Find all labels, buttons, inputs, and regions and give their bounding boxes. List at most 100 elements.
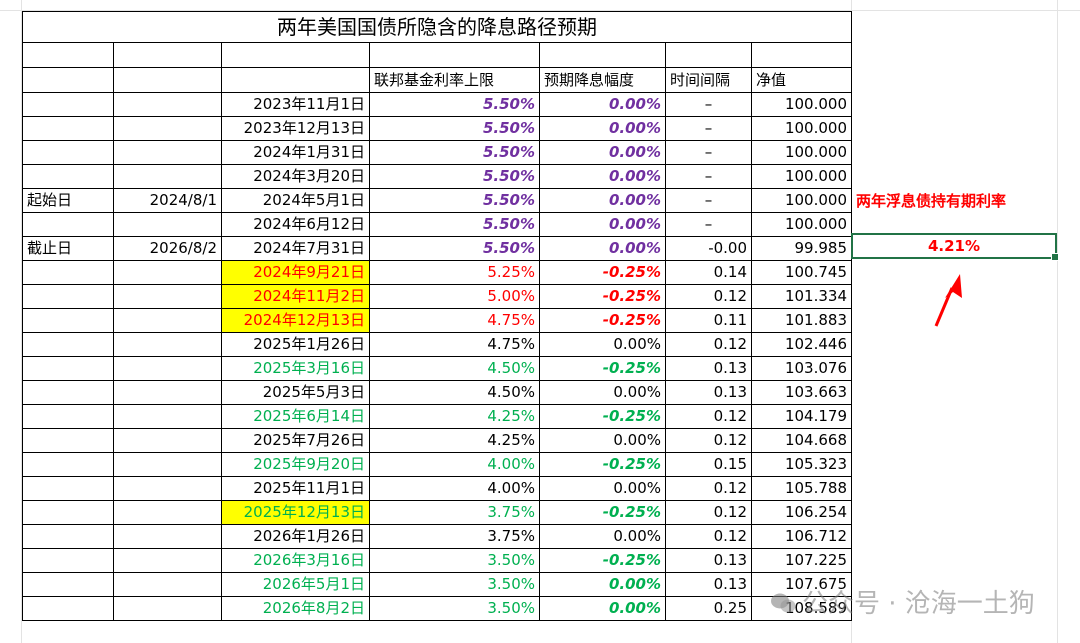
row-interval-cell[interactable]: 0.12 (665, 404, 752, 429)
row-rate-cell[interactable]: 5.25% (369, 260, 540, 285)
row-date-cell[interactable]: 2025年3月16日 (221, 356, 370, 381)
row-interval-cell[interactable]: 0.12 (665, 476, 752, 501)
row-interval-cell[interactable]: – (665, 212, 752, 237)
row-ref-date-cell[interactable] (113, 116, 222, 141)
row-cut-cell[interactable]: 0.00% (539, 332, 666, 357)
empty-cell[interactable] (22, 42, 114, 68)
row-date-cell[interactable]: 2024年9月21日 (221, 260, 370, 285)
row-interval-cell[interactable]: – (665, 116, 752, 141)
row-cut-cell[interactable]: -0.25% (539, 308, 666, 333)
row-cut-cell[interactable]: 0.00% (539, 140, 666, 165)
empty-cell[interactable] (369, 42, 540, 68)
selected-rate-cell[interactable]: 4.21% (851, 233, 1059, 261)
row-cut-cell[interactable]: -0.25% (539, 404, 666, 429)
row-label-cell[interactable] (22, 476, 114, 501)
row-date-cell[interactable]: 2025年9月20日 (221, 452, 370, 477)
row-ref-date-cell[interactable] (113, 452, 222, 477)
row-cut-cell[interactable]: 0.00% (539, 116, 666, 141)
row-interval-cell[interactable]: 0.12 (665, 524, 752, 549)
row-ref-date-cell[interactable] (113, 476, 222, 501)
row-label-cell[interactable] (22, 116, 114, 141)
row-label-cell[interactable] (22, 356, 114, 381)
row-nav-cell[interactable]: 100.000 (751, 92, 852, 117)
row-nav-cell[interactable]: 106.712 (751, 524, 852, 549)
row-date-cell[interactable]: 2023年11月1日 (221, 92, 370, 117)
row-date-cell[interactable]: 2026年1月26日 (221, 524, 370, 549)
row-ref-date-cell[interactable] (113, 356, 222, 381)
row-date-cell[interactable]: 2025年1月26日 (221, 332, 370, 357)
row-date-cell[interactable]: 2025年6月14日 (221, 404, 370, 429)
empty-cell[interactable] (22, 67, 114, 93)
row-label-cell[interactable] (22, 404, 114, 429)
row-label-cell[interactable] (22, 500, 114, 525)
row-interval-cell[interactable]: -0.00 (665, 236, 752, 261)
row-ref-date-cell[interactable] (113, 380, 222, 405)
header-interval[interactable]: 时间间隔 (665, 67, 752, 93)
row-label-cell[interactable]: 截止日 (22, 236, 114, 261)
row-label-cell[interactable] (22, 308, 114, 333)
row-interval-cell[interactable]: – (665, 140, 752, 165)
row-ref-date-cell[interactable] (113, 260, 222, 285)
row-interval-cell[interactable]: 0.12 (665, 428, 752, 453)
row-ref-date-cell[interactable]: 2024/8/1 (113, 188, 222, 213)
row-ref-date-cell[interactable] (113, 572, 222, 597)
row-rate-cell[interactable]: 4.50% (369, 380, 540, 405)
row-label-cell[interactable] (22, 284, 114, 309)
empty-cell[interactable] (665, 42, 752, 68)
row-date-cell[interactable]: 2025年7月26日 (221, 428, 370, 453)
row-ref-date-cell[interactable] (113, 164, 222, 189)
row-date-cell[interactable]: 2023年12月13日 (221, 116, 370, 141)
row-cut-cell[interactable]: 0.00% (539, 428, 666, 453)
row-interval-cell[interactable]: 0.12 (665, 500, 752, 525)
row-nav-cell[interactable]: 107.225 (751, 548, 852, 573)
row-cut-cell[interactable]: 0.00% (539, 524, 666, 549)
row-ref-date-cell[interactable] (113, 524, 222, 549)
row-rate-cell[interactable]: 3.50% (369, 548, 540, 573)
row-rate-cell[interactable]: 5.50% (369, 188, 540, 213)
row-cut-cell[interactable]: 0.00% (539, 164, 666, 189)
row-label-cell[interactable] (22, 452, 114, 477)
row-nav-cell[interactable]: 100.000 (751, 116, 852, 141)
row-interval-cell[interactable]: 0.12 (665, 284, 752, 309)
row-nav-cell[interactable]: 100.000 (751, 212, 852, 237)
row-rate-cell[interactable]: 5.50% (369, 116, 540, 141)
row-rate-cell[interactable]: 4.25% (369, 404, 540, 429)
row-interval-cell[interactable]: – (665, 188, 752, 213)
row-ref-date-cell[interactable] (113, 212, 222, 237)
row-ref-date-cell[interactable] (113, 404, 222, 429)
row-cut-cell[interactable]: -0.25% (539, 356, 666, 381)
row-rate-cell[interactable]: 5.50% (369, 212, 540, 237)
row-interval-cell[interactable]: 0.13 (665, 356, 752, 381)
empty-cell[interactable] (221, 42, 370, 68)
empty-cell[interactable] (221, 67, 370, 93)
row-nav-cell[interactable]: 99.985 (751, 236, 852, 261)
row-nav-cell[interactable]: 101.883 (751, 308, 852, 333)
row-ref-date-cell[interactable] (113, 308, 222, 333)
row-date-cell[interactable]: 2025年12月13日 (221, 500, 370, 525)
row-rate-cell[interactable]: 4.00% (369, 476, 540, 501)
row-interval-cell[interactable]: 0.25 (665, 596, 752, 621)
row-label-cell[interactable] (22, 548, 114, 573)
fill-handle[interactable] (1051, 253, 1059, 261)
row-cut-cell[interactable]: 0.00% (539, 572, 666, 597)
row-nav-cell[interactable]: 101.334 (751, 284, 852, 309)
row-ref-date-cell[interactable] (113, 428, 222, 453)
row-date-cell[interactable]: 2024年11月2日 (221, 284, 370, 309)
row-rate-cell[interactable]: 4.75% (369, 308, 540, 333)
row-nav-cell[interactable]: 105.788 (751, 476, 852, 501)
row-ref-date-cell[interactable] (113, 284, 222, 309)
row-rate-cell[interactable]: 3.50% (369, 572, 540, 597)
row-ref-date-cell[interactable]: 2026/8/2 (113, 236, 222, 261)
row-rate-cell[interactable]: 3.50% (369, 596, 540, 621)
row-label-cell[interactable]: 起始日 (22, 188, 114, 213)
row-date-cell[interactable]: 2026年5月1日 (221, 572, 370, 597)
row-rate-cell[interactable]: 4.75% (369, 332, 540, 357)
header-nav[interactable]: 净值 (751, 67, 852, 93)
row-date-cell[interactable]: 2026年3月16日 (221, 548, 370, 573)
row-ref-date-cell[interactable] (113, 140, 222, 165)
row-nav-cell[interactable]: 100.000 (751, 140, 852, 165)
row-interval-cell[interactable]: 0.13 (665, 572, 752, 597)
row-date-cell[interactable]: 2024年6月12日 (221, 212, 370, 237)
row-label-cell[interactable] (22, 572, 114, 597)
row-rate-cell[interactable]: 3.75% (369, 524, 540, 549)
